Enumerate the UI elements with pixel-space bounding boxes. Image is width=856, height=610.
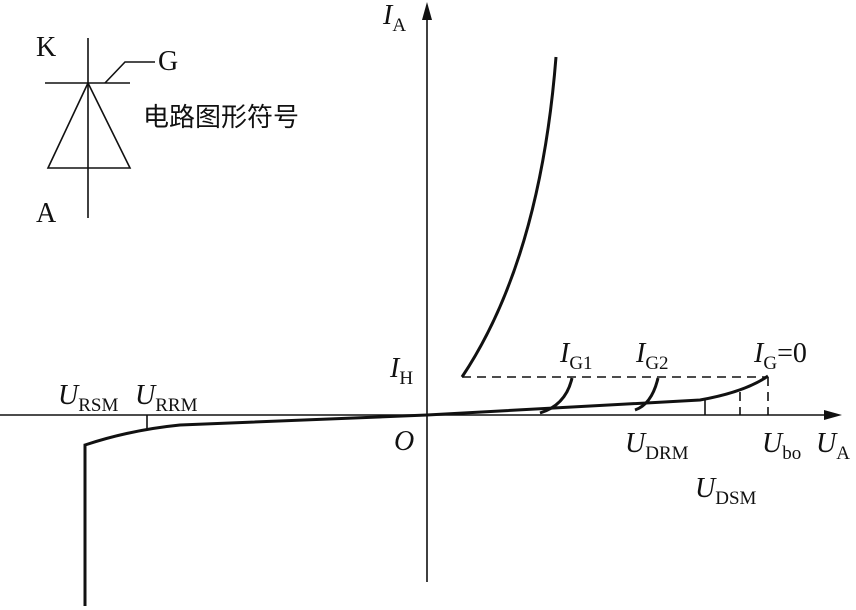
label-main: I bbox=[382, 0, 394, 31]
label-sub: RRM bbox=[155, 395, 197, 416]
label-main: U bbox=[135, 380, 157, 411]
label-main: U bbox=[816, 428, 838, 459]
ig1-branch bbox=[539, 377, 574, 415]
ig0-label: IG=0 bbox=[753, 338, 807, 374]
y-arrow bbox=[422, 2, 432, 20]
label-main: U bbox=[58, 380, 80, 411]
label-main: U bbox=[625, 428, 647, 459]
label-sub: G bbox=[763, 353, 777, 374]
cathode-label: K bbox=[36, 32, 56, 63]
symbol-triangle bbox=[46, 81, 132, 169]
udrm-label: UDRM bbox=[625, 428, 689, 464]
anode-label: A bbox=[36, 198, 57, 229]
on-state-curve bbox=[460, 56, 558, 378]
label-sub: A bbox=[836, 443, 850, 464]
label-sub: G2 bbox=[645, 353, 668, 374]
ursm-label: URSM bbox=[58, 380, 118, 416]
x-arrow bbox=[824, 410, 842, 420]
gate-label: G bbox=[158, 46, 178, 77]
x-axis-label: UA bbox=[816, 428, 850, 464]
label-main: I bbox=[635, 338, 647, 369]
ig2-branch bbox=[634, 377, 660, 412]
ig1-label: IG1 bbox=[559, 338, 593, 374]
origin-label: O bbox=[394, 426, 414, 457]
label-main: U bbox=[762, 428, 784, 459]
reverse-curve bbox=[83, 413, 428, 606]
ubo-label: Ubo bbox=[762, 428, 801, 464]
label-sub: RSM bbox=[78, 395, 118, 416]
label-main: I bbox=[389, 353, 401, 384]
label-tail: =0 bbox=[777, 338, 807, 369]
urrm-label: URRM bbox=[135, 380, 198, 416]
label-sub: H bbox=[399, 368, 413, 389]
ih-label: IH bbox=[389, 353, 413, 389]
label-sub: bo bbox=[782, 443, 801, 464]
thyristor-symbol bbox=[45, 38, 155, 218]
ig2-label: IG2 bbox=[635, 338, 669, 374]
y-axis-label: IA bbox=[382, 0, 406, 36]
udsm-label: UDSM bbox=[695, 473, 757, 509]
label-main: U bbox=[695, 473, 717, 504]
label-sub: DSM bbox=[715, 488, 756, 509]
symbol-gate bbox=[104, 61, 155, 84]
label-sub: DRM bbox=[645, 443, 688, 464]
label-main: I bbox=[753, 338, 765, 369]
label-sub: G1 bbox=[569, 353, 592, 374]
symbol-caption: 电路图形符号 bbox=[143, 103, 299, 133]
label-sub: A bbox=[392, 15, 406, 36]
forward-blocking-curve bbox=[426, 374, 769, 417]
label-main: I bbox=[559, 338, 571, 369]
